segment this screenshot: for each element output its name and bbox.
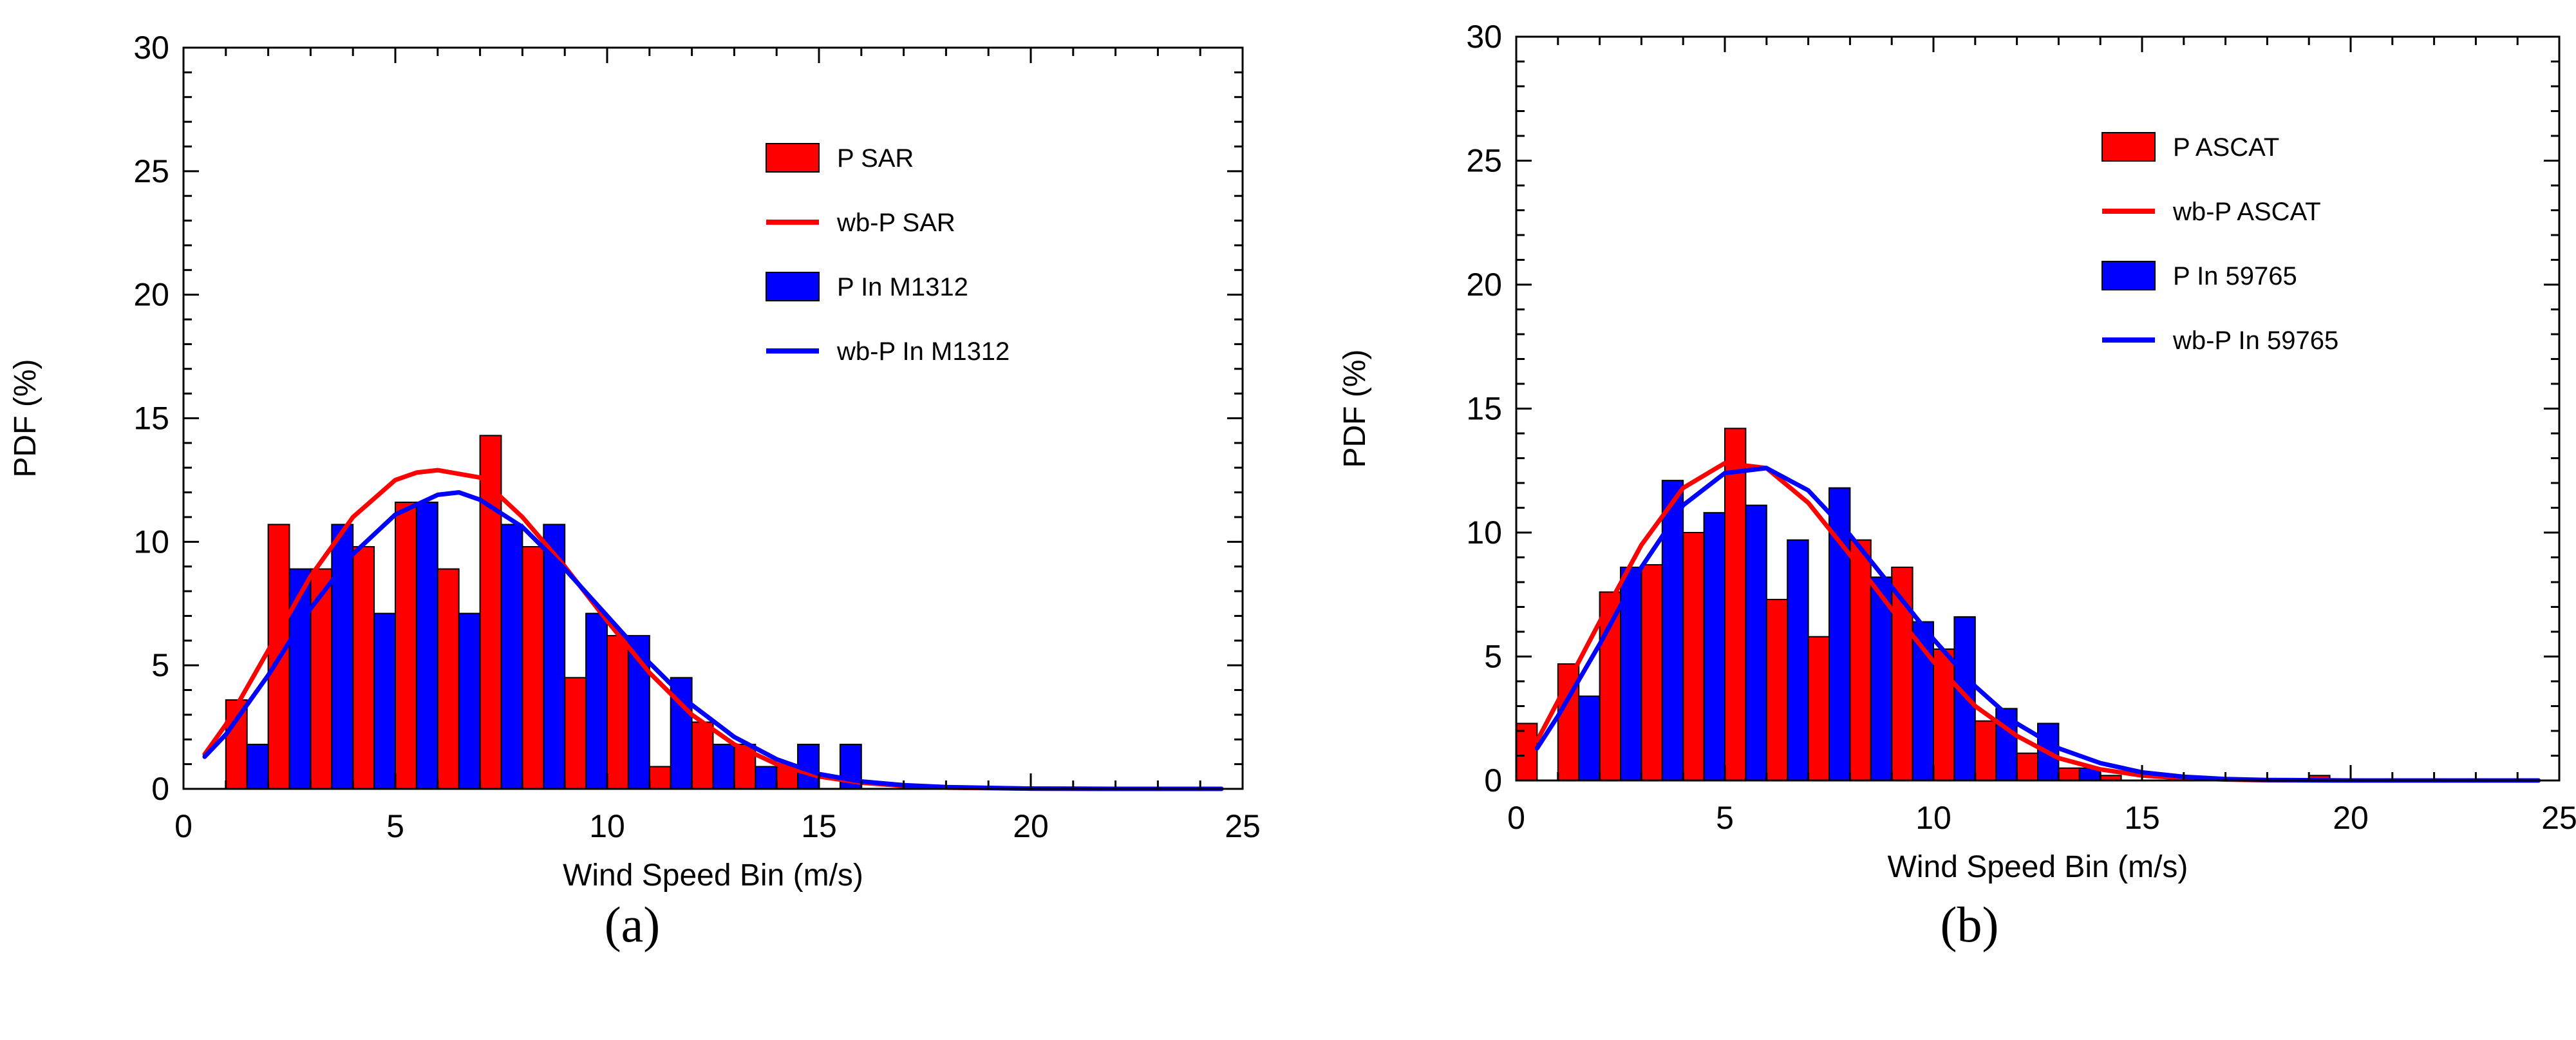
legend-label: wb-P ASCAT bbox=[2172, 198, 2321, 226]
bar bbox=[1953, 616, 1976, 782]
bar bbox=[1516, 723, 1538, 781]
bar bbox=[712, 743, 735, 789]
bar bbox=[458, 612, 481, 789]
y-tick-label: 30 bbox=[1466, 19, 1502, 55]
legend-label: wb-P In 59765 bbox=[2172, 326, 2338, 355]
bar bbox=[2058, 767, 2080, 781]
x-tick-label: 5 bbox=[386, 808, 404, 844]
legend-swatch bbox=[766, 272, 820, 301]
x-tick-label: 0 bbox=[174, 808, 193, 844]
x-tick-label: 5 bbox=[1716, 800, 1734, 836]
y-tick-label: 5 bbox=[151, 647, 169, 683]
x-tick-label: 0 bbox=[1507, 800, 1525, 836]
y-tick-label: 0 bbox=[151, 771, 169, 807]
chart-panel-b: 0 5 10 15 20 25 0 5 10 15 20 25 30 Wind Speed Bin (m/… bbox=[1338, 19, 2576, 884]
legend-label: P ASCAT bbox=[2173, 133, 2279, 162]
bar bbox=[437, 568, 460, 789]
bar bbox=[1765, 598, 1789, 781]
panel-label-b: (b) bbox=[1941, 896, 1999, 952]
bar bbox=[1807, 636, 1830, 782]
y-tick-label: 30 bbox=[133, 30, 169, 66]
bar bbox=[1933, 648, 1955, 782]
x-axis-title: Wind Speed Bin (m/s) bbox=[563, 858, 863, 893]
bar bbox=[352, 546, 375, 789]
bar bbox=[225, 699, 248, 789]
legend-label: wb-P SAR bbox=[836, 209, 955, 237]
bar bbox=[606, 635, 629, 789]
series-line bbox=[202, 490, 1224, 791]
bar bbox=[755, 766, 778, 789]
bar bbox=[1974, 720, 1997, 781]
bar bbox=[2016, 752, 2039, 782]
y-tick-label: 25 bbox=[1466, 143, 1502, 179]
x-tick-label: 15 bbox=[801, 808, 837, 844]
bar bbox=[1745, 504, 1767, 782]
bar bbox=[1641, 564, 1663, 781]
y-tick-label: 20 bbox=[1466, 267, 1502, 303]
legend-label: P In M1312 bbox=[837, 273, 968, 301]
legend-label: P In 59765 bbox=[2173, 262, 2297, 290]
bar bbox=[1870, 576, 1893, 781]
bar bbox=[500, 524, 523, 789]
bar bbox=[648, 766, 672, 789]
bar bbox=[1682, 532, 1705, 781]
x-tick-label: 20 bbox=[2333, 800, 2369, 836]
bar bbox=[395, 501, 417, 789]
bar bbox=[585, 612, 608, 789]
y-tick-label: 15 bbox=[133, 401, 169, 437]
chart-panel-a: 0 5 10 15 20 25 0 5 10 15 20 25 30 Wind Speed Bin (m/… bbox=[8, 30, 1261, 893]
legend-swatch bbox=[766, 143, 820, 173]
y-tick-label: 10 bbox=[133, 524, 169, 560]
x-tick-label: 10 bbox=[1915, 800, 1951, 836]
legend-label: wb-P In M1312 bbox=[836, 337, 1010, 366]
bar bbox=[1703, 512, 1726, 781]
x-axis-title: Wind Speed Bin (m/s) bbox=[1888, 850, 2188, 884]
y-tick-label: 10 bbox=[1466, 515, 1502, 551]
y-tick-label: 25 bbox=[133, 153, 169, 189]
y-tick-label: 20 bbox=[133, 277, 169, 313]
bar bbox=[1724, 428, 1747, 781]
legend-swatch bbox=[2101, 261, 2156, 290]
series-line bbox=[1534, 466, 2541, 783]
bar bbox=[564, 677, 587, 789]
y-axis-title: PDF (%) bbox=[1338, 350, 1372, 468]
bar bbox=[1787, 539, 1809, 781]
bar bbox=[1661, 480, 1684, 782]
legend-label: P SAR bbox=[837, 144, 914, 173]
x-tick-label: 25 bbox=[1225, 808, 1261, 844]
x-tick-label: 20 bbox=[1013, 808, 1049, 844]
x-tick-label: 25 bbox=[2541, 800, 2576, 836]
x-tick-label: 10 bbox=[589, 808, 625, 844]
x-tick-label: 15 bbox=[2124, 800, 2160, 836]
bar bbox=[522, 546, 545, 789]
y-tick-label: 15 bbox=[1466, 391, 1502, 427]
y-tick-label: 0 bbox=[1484, 762, 1502, 799]
bar bbox=[415, 501, 438, 789]
legend-swatch bbox=[2101, 132, 2156, 162]
bar bbox=[246, 743, 269, 789]
bar bbox=[288, 568, 312, 789]
bar bbox=[1578, 695, 1601, 781]
panel-label-a: (a) bbox=[605, 896, 661, 952]
bar bbox=[691, 721, 714, 790]
bar bbox=[373, 612, 396, 789]
y-tick-label: 5 bbox=[1484, 639, 1502, 675]
y-axis-title: PDF (%) bbox=[8, 359, 42, 478]
